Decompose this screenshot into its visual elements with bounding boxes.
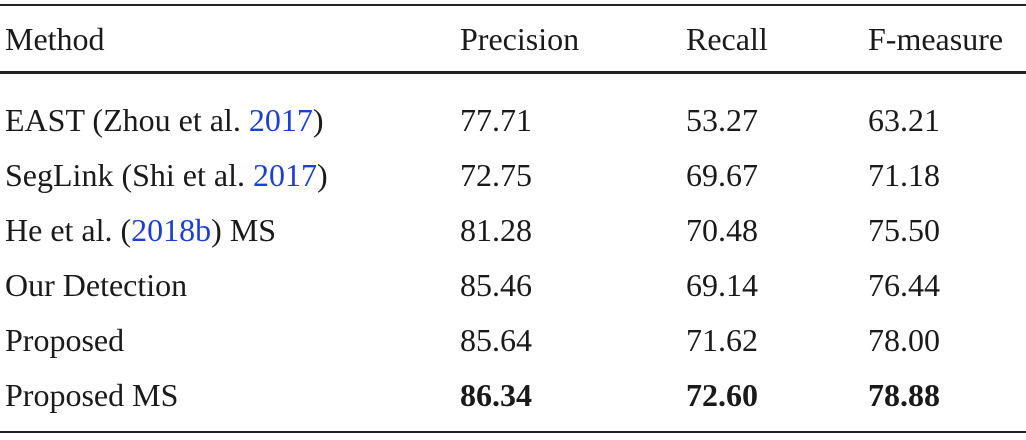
- bottom-rule: [0, 431, 1026, 433]
- header-cell: Recall: [686, 21, 768, 57]
- value-cell: 71.62: [686, 322, 758, 358]
- citation-link[interactable]: 2017: [248, 102, 313, 138]
- value-cell: 78.00: [868, 322, 940, 358]
- value-cell: 63.21: [868, 102, 940, 138]
- value-cell: 78.88: [868, 377, 940, 413]
- value-cell: 69.14: [686, 267, 758, 303]
- value-cell: 71.18: [868, 157, 940, 193]
- value-cell: 76.44: [868, 267, 940, 303]
- citation-link[interactable]: 2018b: [131, 212, 212, 248]
- method-cell: SegLink (Shi et al. 2017): [5, 159, 328, 191]
- method-text: ): [312, 102, 324, 138]
- value-cell: 69.67: [686, 157, 758, 193]
- value-cell: 70.48: [686, 212, 758, 248]
- method-text: ) MS: [211, 212, 277, 248]
- value-cell: 85.64: [460, 322, 532, 358]
- header-cell: F-measure: [868, 21, 1004, 57]
- method-cell: Our Detection: [5, 267, 188, 303]
- top-rule: [0, 4, 1026, 6]
- value-cell: 53.27: [686, 102, 758, 138]
- value-cell: 75.50: [868, 212, 940, 248]
- header-cell: Method: [5, 21, 105, 57]
- value-cell: 72.60: [686, 377, 758, 413]
- header-cell: Precision: [460, 21, 580, 57]
- header-rule: [0, 71, 1026, 74]
- value-cell: 77.71: [460, 102, 532, 138]
- value-cell: 85.46: [460, 267, 532, 303]
- method-text: He et al. (: [5, 212, 132, 248]
- value-cell: 86.34: [460, 377, 532, 413]
- value-cell: 81.28: [460, 212, 532, 248]
- method-cell: Proposed MS: [5, 377, 179, 413]
- value-cell: 72.75: [460, 157, 532, 193]
- method-cell: He et al. (2018b) MS: [5, 214, 276, 246]
- method-cell: Proposed: [5, 322, 125, 358]
- method-text: EAST (Zhou et al.: [5, 102, 249, 138]
- citation-link[interactable]: 2017: [252, 157, 317, 193]
- method-text: SegLink (Shi et al.: [5, 157, 253, 193]
- method-cell: EAST (Zhou et al. 2017): [5, 104, 323, 136]
- method-text: ): [316, 157, 328, 193]
